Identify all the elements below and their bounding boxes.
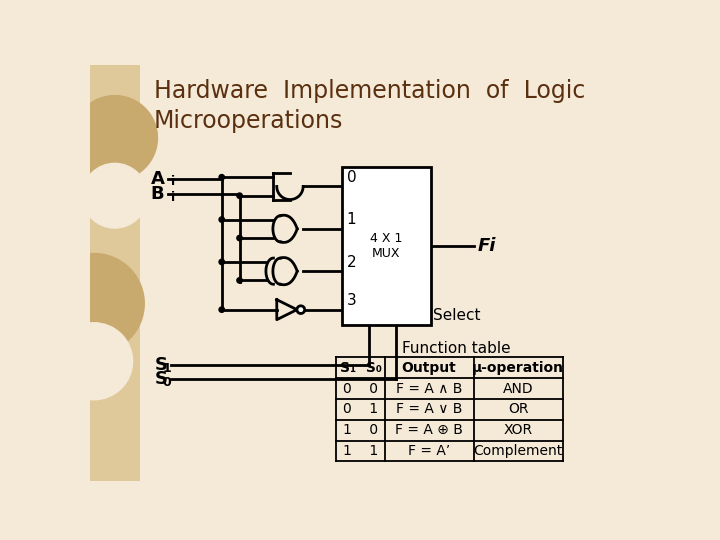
- Text: i: i: [171, 191, 176, 204]
- Circle shape: [219, 307, 225, 312]
- Text: F = A ⊕ B: F = A ⊕ B: [395, 423, 463, 437]
- Text: 0: 0: [346, 170, 356, 185]
- Text: 4 X 1
MUX: 4 X 1 MUX: [370, 232, 402, 260]
- Text: Output: Output: [402, 361, 456, 375]
- Text: Microoperations: Microoperations: [153, 110, 343, 133]
- Text: Fi: Fi: [477, 237, 496, 255]
- Circle shape: [55, 323, 132, 400]
- Text: 0    1: 0 1: [343, 402, 378, 416]
- Text: 1    0: 1 0: [343, 423, 378, 437]
- Text: 0: 0: [162, 376, 171, 389]
- Text: i: i: [171, 176, 176, 188]
- Text: A: A: [150, 170, 164, 188]
- Text: Complement: Complement: [474, 444, 563, 458]
- Text: AND: AND: [503, 382, 534, 396]
- Circle shape: [237, 235, 243, 241]
- Text: XOR: XOR: [503, 423, 533, 437]
- Circle shape: [43, 253, 144, 354]
- Text: 1: 1: [346, 212, 356, 227]
- Text: B: B: [150, 185, 164, 203]
- Text: 1: 1: [162, 362, 171, 375]
- Circle shape: [72, 96, 158, 180]
- Circle shape: [82, 164, 148, 228]
- Circle shape: [237, 278, 243, 283]
- Text: Hardware  Implementation  of  Logic: Hardware Implementation of Logic: [153, 79, 585, 103]
- Text: 3: 3: [346, 293, 356, 308]
- Circle shape: [297, 306, 305, 314]
- Text: S: S: [154, 370, 167, 388]
- Circle shape: [237, 193, 243, 198]
- Circle shape: [219, 259, 225, 265]
- Text: OR: OR: [508, 402, 528, 416]
- Text: S: S: [154, 356, 167, 374]
- Text: S₁  S₀: S₁ S₀: [340, 361, 382, 375]
- Text: 1    1: 1 1: [343, 444, 378, 458]
- Text: μ-operation: μ-operation: [472, 361, 564, 375]
- Text: Select: Select: [433, 308, 480, 323]
- Text: 0    0: 0 0: [343, 382, 378, 396]
- Circle shape: [219, 174, 225, 180]
- Text: F = A’: F = A’: [408, 444, 450, 458]
- Text: F = A ∧ B: F = A ∧ B: [396, 382, 462, 396]
- FancyBboxPatch shape: [90, 65, 140, 481]
- Bar: [342, 167, 431, 325]
- Text: F = A ∨ B: F = A ∨ B: [396, 402, 462, 416]
- Text: Function table: Function table: [402, 341, 511, 356]
- Circle shape: [219, 217, 225, 222]
- Text: 2: 2: [346, 255, 356, 269]
